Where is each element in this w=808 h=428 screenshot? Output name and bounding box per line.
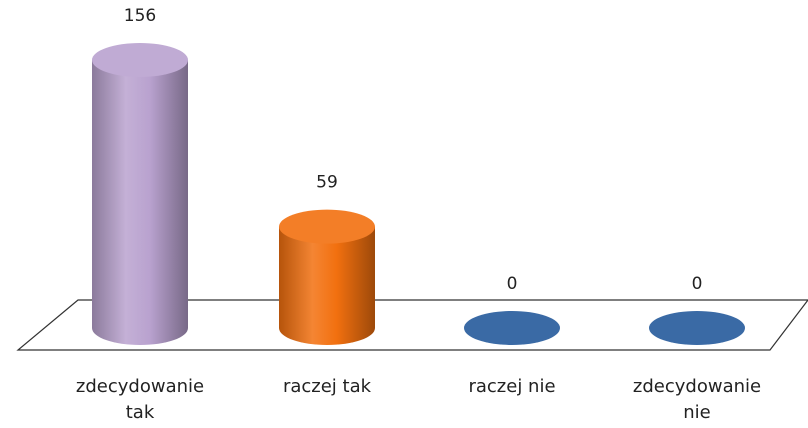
data-label-3: 0 xyxy=(692,274,703,294)
labels-group: 156 zdecydowanie tak 59 raczej tak 0 raczej ni… xyxy=(76,6,761,423)
bar-cylinder-body-0 xyxy=(92,60,188,345)
bar-cylinder-top-0 xyxy=(92,43,188,77)
bars-group xyxy=(92,43,745,345)
data-label-2: 0 xyxy=(507,274,518,294)
bar-cylinder-top-3 xyxy=(649,311,745,345)
bar-cylinder-top-2 xyxy=(464,311,560,345)
bar-cylinder-body-1 xyxy=(279,226,375,345)
bar-cylinder-top-1 xyxy=(279,209,375,244)
category-label-2: raczej nie xyxy=(468,376,555,397)
data-label-0: 156 xyxy=(124,6,156,26)
category-label-3: zdecydowanie nie xyxy=(633,376,761,423)
chart-floor xyxy=(16,299,808,351)
category-label-1: raczej tak xyxy=(283,376,372,397)
category-label-0: zdecydowanie tak xyxy=(76,376,204,423)
data-label-1: 59 xyxy=(316,173,338,193)
